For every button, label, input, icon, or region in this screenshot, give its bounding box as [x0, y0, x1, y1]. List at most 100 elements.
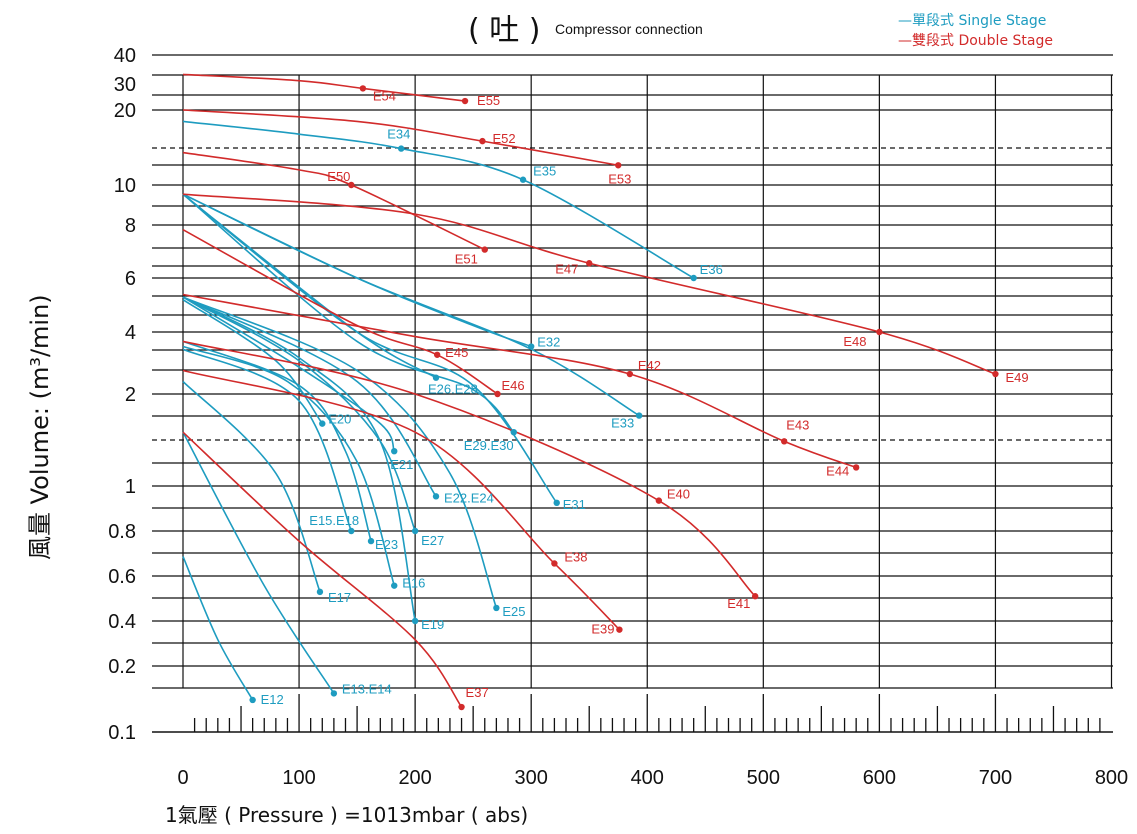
point-label: E32 [537, 335, 560, 350]
series-line-e31 [182, 193, 558, 504]
y-tick-label: 8 [125, 215, 136, 237]
point-label: E41 [727, 596, 750, 611]
series-line-e12 [182, 556, 254, 701]
y-tick-label: 10 [114, 175, 136, 197]
y-tick-label: 1 [125, 476, 136, 498]
point-e40 [655, 497, 663, 504]
point-e38 [551, 560, 558, 567]
point-label: E33 [611, 416, 634, 431]
y-tick-label: 0.4 [108, 611, 136, 633]
point-label: E17 [328, 590, 351, 605]
point-label: E27 [421, 533, 444, 548]
point-label: E46 [502, 378, 525, 393]
point-label: E38 [564, 549, 587, 564]
point-label: E43 [786, 417, 809, 432]
legend-single-stage: —單段式 Single Stage [898, 13, 1046, 29]
point-label: E54 [373, 88, 396, 103]
y-tick-label: 20 [114, 100, 136, 122]
point-label: E40 [667, 487, 690, 502]
series-line-e16 [182, 345, 396, 586]
point-e51 [481, 246, 488, 253]
x-tick-label: 600 [863, 767, 896, 789]
point-label: E37 [466, 685, 489, 700]
series-line-e33 [182, 193, 640, 417]
series-line-e19 [182, 296, 416, 622]
series-line-e34-e36 [182, 120, 695, 279]
point-e25 [493, 604, 500, 612]
point-label: E21 [390, 457, 413, 472]
x-tick-label: 100 [282, 767, 315, 789]
series-line-e37 [182, 431, 463, 708]
point-label: E48 [843, 334, 866, 349]
point-e50 [348, 181, 355, 189]
point-e48 [876, 328, 883, 336]
point-label: E35 [533, 164, 556, 179]
point-e44 [852, 464, 860, 471]
x-tick-label: 200 [398, 767, 431, 789]
series-line-e13-e14 [182, 431, 335, 694]
series-line-e29-e30 [182, 193, 515, 433]
series-line-e45-e46 [182, 228, 498, 395]
point-e46 [494, 390, 501, 398]
point-label: E19 [421, 617, 444, 632]
point-e55 [461, 97, 469, 105]
legend-double-stage: —雙段式 Double Stage [898, 33, 1053, 49]
point-label: E25 [502, 604, 525, 619]
point-e16 [391, 582, 398, 589]
y-axis-label: 風量 Volume: (m³/min) [26, 294, 54, 560]
point-label: E22.E24 [444, 490, 494, 505]
y-tick-labels: 0.1 0.2 0.4 0.6 0.8 1 2 4 6 8 10 20 30 40 [108, 45, 136, 744]
x-tick-label: 700 [979, 767, 1012, 789]
point-e13-e14 [330, 690, 338, 697]
point-e43 [781, 438, 788, 445]
chart-title: ( 吐 ) [468, 13, 540, 48]
y-tick-label: 0.8 [108, 521, 136, 543]
y-tick-label: 0.6 [108, 566, 136, 588]
series-line-e21 [182, 296, 395, 452]
point-label: E23 [375, 537, 398, 552]
point-label: E44 [826, 463, 849, 478]
point-label: E26.E28 [428, 382, 478, 397]
point-e22-e24 [432, 493, 440, 500]
point-label: E42 [638, 358, 661, 373]
point-e33 [635, 412, 643, 419]
point-label: E16 [402, 576, 425, 591]
point-e54 [359, 85, 367, 92]
y-tick-label: 40 [114, 45, 136, 67]
series-line-e15-e18 [182, 348, 353, 532]
point-e27 [411, 527, 419, 535]
y-tick-label: 4 [125, 322, 136, 344]
point-label: E29.E30 [464, 438, 514, 453]
series-line-e25 [182, 296, 498, 609]
chart-subtitle: Compressor connection [555, 21, 703, 37]
point-label: E39 [591, 622, 614, 637]
y-tick-label: 2 [125, 384, 136, 406]
point-e36 [690, 274, 697, 282]
series-line-e54-e55 [182, 73, 466, 102]
point-e34 [397, 145, 405, 152]
point-label: E52 [492, 131, 515, 146]
y-tick-label: 0.1 [108, 722, 136, 744]
point-e47 [586, 260, 593, 267]
x-tick-label: 500 [747, 767, 780, 789]
data-points: E12 E13.E14 E17 E15.E18 E16 E23 E19 E20 E27 E21 E2… [249, 85, 1029, 711]
point-label: E53 [608, 171, 631, 186]
series-line-e20 [182, 298, 323, 425]
point-e19 [411, 617, 419, 625]
point-e41 [751, 593, 759, 600]
series-line-e38-e39 [182, 369, 620, 631]
series-line-e50-e51 [182, 151, 486, 251]
point-label: E45 [445, 345, 468, 360]
point-e53 [615, 162, 622, 169]
point-e26-e28 [432, 374, 440, 381]
series-line-e23 [182, 340, 372, 542]
x-tick-label: 800 [1095, 767, 1128, 789]
point-e15-e18 [348, 527, 355, 535]
x-axis-label: 1氣壓 ( Pressure ) =1013mbar ( abs) [165, 803, 528, 827]
point-label: E12 [261, 692, 284, 707]
x-tick-label: 400 [631, 767, 664, 789]
series-line-e47-e49 [182, 193, 996, 375]
series-line-e52-e53 [182, 109, 619, 167]
point-e35 [519, 176, 527, 183]
